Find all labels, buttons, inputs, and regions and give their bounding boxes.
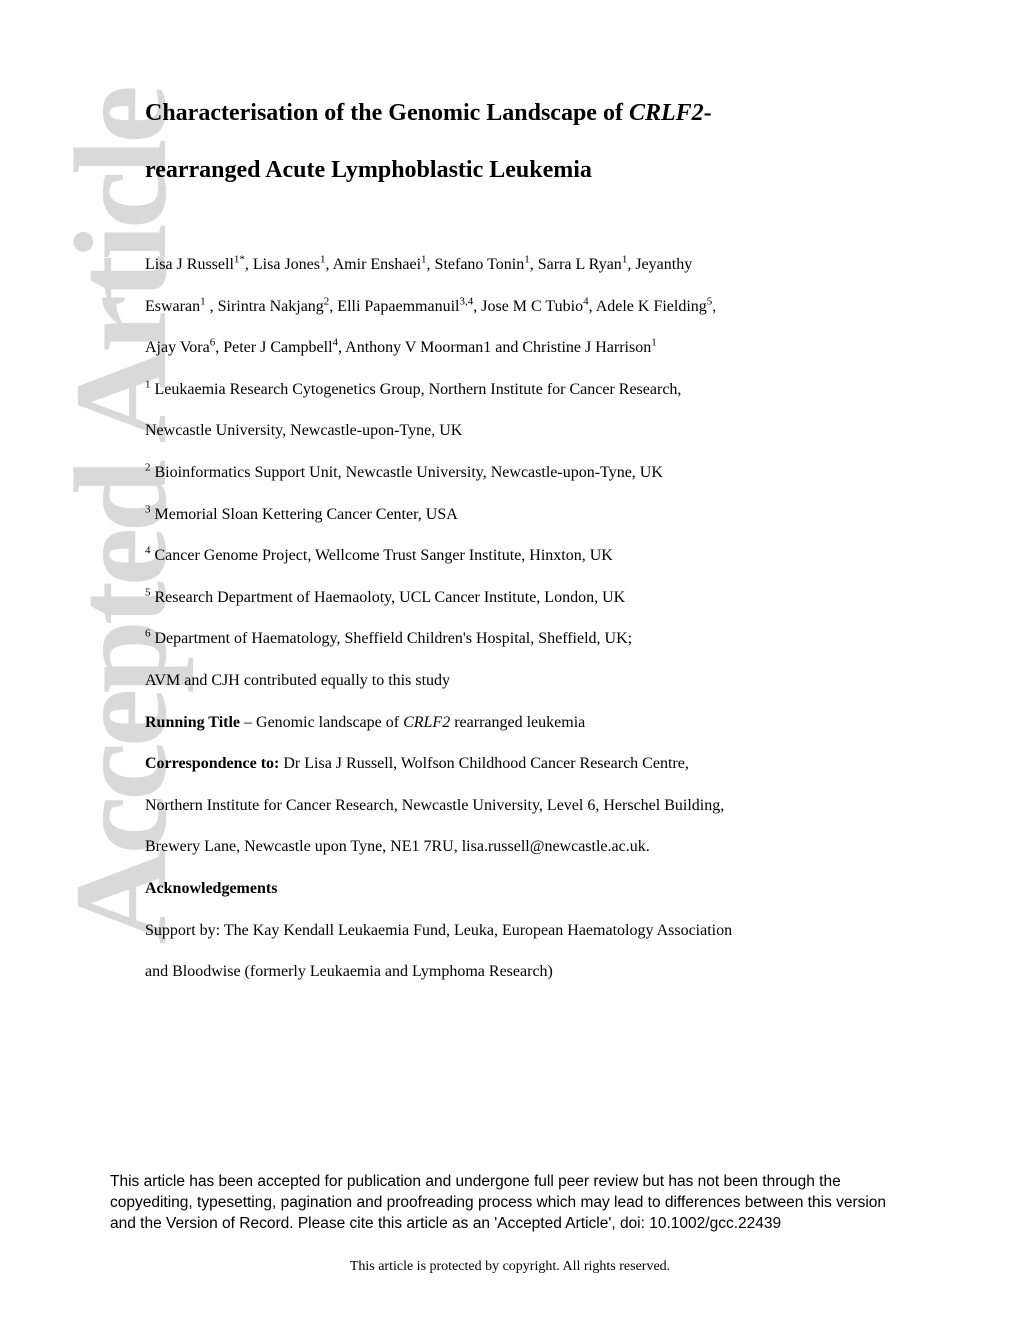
correspondence-line3: Brewery Lane, Newcastle upon Tyne, NE1 7… [145,826,910,868]
affil-text: Cancer Genome Project, Wellcome Trust Sa… [151,547,613,564]
affil-text: Research Department of Haemaoloty, UCL C… [151,589,626,606]
author-sep: , [712,298,716,315]
author-name: , Amir Enshaei [326,256,422,273]
title-text-1: Characterisation of the Genomic Landscap… [145,100,629,126]
copyright-text: This article is protected by copyright. … [0,1259,1020,1275]
author-name: Eswaran [145,298,200,315]
affiliation-1b: Newcastle University, Newcastle-upon-Tyn… [145,410,910,452]
correspondence-text: Dr Lisa J Russell, Wolfson Childhood Can… [279,755,688,772]
author-name: , Sirintra Nakjang [206,298,324,315]
affiliation-1: 1 Leukaemia Research Cytogenetics Group,… [145,369,910,411]
author-name: , Lisa Jones [245,256,320,273]
author-name: , Elli Papaemmanuil [329,298,459,315]
author-name: Ajay Vora [145,339,210,356]
correspondence-line2: Northern Institute for Cancer Research, … [145,785,910,827]
disclaimer-text: This article has been accepted for publi… [110,1172,910,1235]
authors-line-3: Ajay Vora6, Peter J Campbell4, Anthony V… [145,327,910,369]
title-text-2: - [704,100,712,126]
affiliation-6: 6 Department of Haematology, Sheffield C… [145,618,910,660]
affil-text: Memorial Sloan Kettering Cancer Center, … [151,506,458,523]
running-title-text: – Genomic landscape of [240,714,403,731]
author-sup: 1 [651,337,657,349]
author-name: , Peter J Campbell [215,339,332,356]
affil-text: Bioinformatics Support Unit, Newcastle U… [151,464,663,481]
correspondence-line1: Correspondence to: Dr Lisa J Russell, Wo… [145,743,910,785]
author-sup: 3,4 [460,295,474,307]
article-content: Characterisation of the Genomic Landscap… [145,100,910,993]
acknowledgements-text2: and Bloodwise (formerly Leukaemia and Ly… [145,951,910,993]
acknowledgements-label: Acknowledgements [145,868,910,910]
author-name: , Jose M C Tubio [473,298,583,315]
authors-line-1: Lisa J Russell1*, Lisa Jones1, Amir Ensh… [145,244,910,286]
author-name: Lisa J Russell [145,256,234,273]
author-sup: 1* [234,254,245,266]
contribution-note: AVM and CJH contributed equally to this … [145,660,910,702]
author-name: , Adele K Fielding [589,298,707,315]
authors-line-2: Eswaran1 , Sirintra Nakjang2, Elli Papae… [145,286,910,328]
running-title: Running Title – Genomic landscape of CRL… [145,702,910,744]
affiliation-5: 5 Research Department of Haemaoloty, UCL… [145,577,910,619]
correspondence-label: Correspondence to: [145,755,279,772]
title-gene-name: CRLF2 [629,100,704,126]
article-title-line2: rearranged Acute Lymphoblastic Leukemia [145,157,910,184]
acknowledgements-text1: Support by: The Kay Kendall Leukaemia Fu… [145,910,910,952]
running-title-text2: rearranged leukemia [450,714,585,731]
author-name: , Jeyanthy [627,256,692,273]
affiliation-2: 2 Bioinformatics Support Unit, Newcastle… [145,452,910,494]
running-title-label: Running Title [145,714,240,731]
affil-text: Department of Haematology, Sheffield Chi… [151,630,633,647]
author-name: , Stefano Tonin [427,256,525,273]
affiliation-4: 4 Cancer Genome Project, Wellcome Trust … [145,535,910,577]
author-name: , Sarra L Ryan [530,256,622,273]
article-title-line1: Characterisation of the Genomic Landscap… [145,100,910,127]
running-title-gene: CRLF2 [403,714,450,731]
affiliation-3: 3 Memorial Sloan Kettering Cancer Center… [145,494,910,536]
author-name: , Anthony V Moorman1 and Christine J Har… [338,339,651,356]
affil-text: Leukaemia Research Cytogenetics Group, N… [151,381,682,398]
